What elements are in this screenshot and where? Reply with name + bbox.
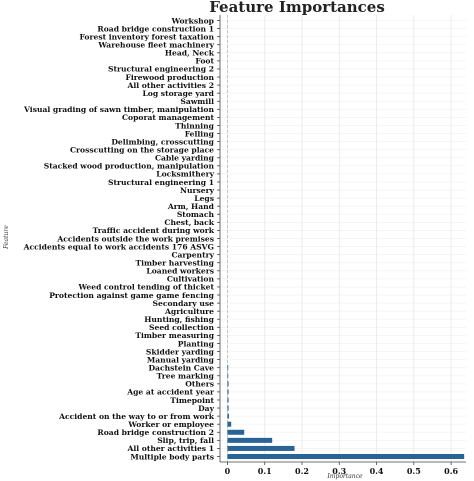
category-label: All other activities 2: [126, 81, 214, 90]
category-label: Road bridge construction 1: [97, 24, 214, 33]
x-tick-label: 0.4: [370, 466, 384, 476]
bar: [227, 373, 229, 379]
category-label: Manual yarding: [147, 355, 215, 364]
category-label: Stomach: [177, 210, 215, 219]
category-label: Seed collection: [149, 323, 214, 332]
category-label: Locksmithery: [156, 170, 214, 179]
chart-title: Feature Importances: [209, 0, 385, 16]
category-label: Age at accident year: [126, 388, 215, 397]
category-label: Road bridge construction 2: [97, 428, 214, 437]
bar: [227, 437, 273, 443]
x-tick-label: 0.1: [258, 466, 272, 476]
category-label: Skidder yarding: [146, 347, 215, 356]
category-label: Structural engineering 2: [108, 65, 214, 74]
category-label: Timber measuring: [135, 331, 214, 340]
x-tick-label: 0.3: [332, 466, 346, 476]
bar: [227, 421, 232, 427]
category-label: Day: [198, 404, 215, 413]
category-label: Secondary use: [153, 299, 215, 308]
y-axis-label: Feature: [3, 225, 10, 250]
category-label: Hunting, fishing: [144, 315, 214, 324]
category-label: Planting: [178, 339, 215, 348]
category-label: Traffic accident during work: [93, 226, 215, 235]
bar: [227, 429, 245, 435]
category-label: Dachstein Cave: [148, 363, 214, 372]
category-label: Firewood production: [125, 73, 214, 82]
category-label: Chest, back: [164, 218, 214, 227]
category-label: Loaned workers: [146, 267, 214, 276]
category-label: Forest inventory forest taxation: [79, 32, 214, 41]
category-label: Felling: [185, 129, 215, 138]
category-label: Legs: [194, 194, 214, 203]
category-label: Accidents outside the work premises: [56, 234, 214, 243]
bar: [227, 453, 465, 460]
category-label: Visual grading of sawn timber, manipulat…: [23, 105, 214, 114]
axes: 0 0.1 0.2 0.3 0.4 0.5 0.6: [217, 15, 466, 476]
category-label: Worker or employee: [127, 420, 214, 429]
x-tick-label: 0.5: [407, 466, 421, 476]
category-label: Log storage yard: [142, 89, 214, 98]
x-tick-label: 0: [225, 466, 231, 476]
category-label: Delimbing, crosscutting: [111, 137, 214, 146]
category-label: Arm, Hand: [167, 202, 215, 211]
category-label: Crosscutting on the storage place: [70, 145, 214, 154]
category-label: Others: [185, 380, 214, 389]
bar: [227, 445, 295, 451]
category-label: Slip, trip, fall: [157, 436, 214, 445]
category-label: Timber harvesting: [135, 259, 214, 268]
category-label: Thinning: [175, 121, 215, 130]
category-label: Timepoint: [170, 396, 214, 405]
category-label: Carpentry: [171, 250, 214, 259]
bar: [227, 381, 229, 387]
category-label: All other activities 1: [126, 444, 214, 453]
category-label: Cultivation: [167, 275, 215, 284]
category-label: Workshop: [171, 16, 214, 25]
category-label: Structural engineering 1: [108, 178, 214, 187]
x-tick-label: 0.2: [295, 466, 309, 476]
x-axis-label: Importance: [326, 473, 363, 480]
category-label: Tree marking: [157, 372, 215, 381]
bar: [227, 365, 229, 371]
category-label: Accidents equal to work accidents 176 AS…: [23, 242, 214, 251]
category-label: Stacked wood production, manipulation: [44, 162, 215, 171]
category-label: Warehouse fleet machinery: [97, 41, 214, 50]
category-label: Sawmill: [180, 97, 214, 106]
bars: [227, 365, 465, 460]
category-label: Foot: [195, 57, 214, 66]
grid-lines: [220, 15, 466, 462]
category-label: Multiple body parts: [130, 452, 214, 461]
bar: [227, 397, 229, 403]
category-label: Protection against game game fencing: [49, 291, 214, 300]
x-tick-label: 0.6: [444, 466, 458, 476]
category-label: Head, Neck: [165, 49, 215, 58]
bar: [227, 405, 229, 411]
category-label: Agriculture: [164, 307, 214, 316]
category-label: Nursery: [180, 186, 215, 195]
bar: [227, 389, 229, 395]
category-label: Weed control tending of thicket: [78, 283, 215, 292]
category-label: Coporat management: [122, 113, 214, 122]
category-label: Cable yarding: [155, 154, 215, 163]
bar: [227, 413, 229, 419]
category-label: Accident on the way to or from work: [58, 412, 215, 421]
